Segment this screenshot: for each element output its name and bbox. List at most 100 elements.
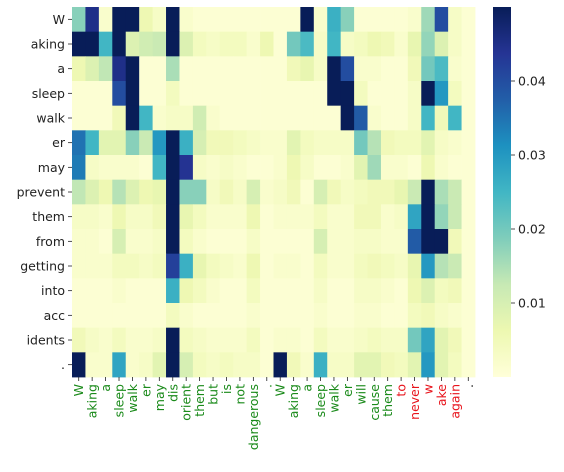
heatmap-cell [166, 56, 180, 82]
heatmap-cell [125, 31, 140, 57]
heatmap-cell [85, 204, 100, 230]
heatmap-cell [434, 105, 449, 131]
heatmap-cell [152, 31, 167, 57]
heatmap-cell [166, 303, 180, 329]
heatmap-cell [367, 179, 382, 205]
heatmap-cell [125, 229, 140, 255]
heatmap-cell [85, 81, 100, 107]
x-tick-label: er [340, 383, 355, 397]
heatmap-cell [260, 31, 274, 57]
y-tick-label: from [36, 234, 65, 249]
heatmap-cell [286, 253, 301, 279]
heatmap-cell [394, 327, 409, 353]
heatmap-cell [327, 7, 342, 33]
heatmap-cell [166, 179, 180, 205]
heatmap-cell [246, 204, 261, 230]
heatmap-cell [434, 278, 449, 304]
heatmap-cell [233, 204, 248, 230]
heatmap-cell [219, 253, 234, 279]
y-tick-label: prevent [17, 185, 65, 200]
heatmap-cell [286, 179, 301, 205]
x-tick-label: orient [179, 384, 194, 421]
heatmap-cell [340, 130, 355, 156]
heatmap-cell [421, 7, 436, 33]
heatmap-cell [340, 303, 355, 329]
heatmap-cell [166, 352, 180, 378]
heatmap-cell [98, 105, 113, 131]
heatmap-cell [179, 130, 194, 156]
heatmap-cell [407, 352, 422, 378]
heatmap-cell [246, 327, 261, 353]
heatmap-cell [219, 179, 234, 205]
heatmap-cells [72, 7, 476, 378]
heatmap-cell [421, 229, 436, 255]
heatmap-cell [434, 31, 449, 57]
heatmap-cell [340, 81, 355, 107]
heatmap-cell [72, 105, 86, 131]
heatmap-cell [340, 229, 355, 255]
heatmap-cell [394, 81, 409, 107]
heatmap-cell [166, 130, 180, 156]
heatmap-cell [233, 155, 248, 181]
heatmap-cell [72, 179, 86, 205]
heatmap-cell [112, 179, 127, 205]
heatmap-cell [380, 253, 395, 279]
heatmap-cell [233, 7, 248, 33]
heatmap-cell [139, 81, 153, 107]
y-tick-label: er [52, 135, 66, 150]
heatmap-cell [152, 155, 167, 181]
heatmap-cell [125, 56, 140, 82]
heatmap-cell [354, 179, 368, 205]
heatmap-cell [434, 130, 449, 156]
heatmap-cell [112, 253, 127, 279]
heatmap-cell [394, 31, 409, 57]
heatmap-cell [300, 31, 315, 57]
heatmap-cell [206, 7, 221, 33]
heatmap-cell [286, 327, 301, 353]
heatmap-cell [72, 253, 86, 279]
heatmap-cell [327, 204, 342, 230]
heatmap-cell [152, 352, 167, 378]
heatmap-cell [206, 253, 221, 279]
heatmap-cell [421, 327, 436, 353]
heatmap-cell [219, 155, 234, 181]
x-tick-label: dis [165, 384, 180, 402]
heatmap-cell [246, 229, 261, 255]
heatmap-cell [219, 31, 234, 57]
heatmap-cell [394, 130, 409, 156]
heatmap-cell [448, 253, 462, 279]
heatmap-cell [407, 81, 422, 107]
heatmap-cell [407, 229, 422, 255]
heatmap-cell [112, 155, 127, 181]
heatmap-cell [327, 327, 342, 353]
heatmap-cell [166, 278, 180, 304]
heatmap-cell [421, 303, 436, 329]
heatmap-cell [273, 179, 288, 205]
heatmap-cell [246, 31, 261, 57]
heatmap-cell [192, 31, 207, 57]
heatmap-cell [461, 56, 476, 82]
y-tick-label: acc [44, 308, 66, 323]
heatmap-cell [421, 130, 436, 156]
heatmap-cell [448, 352, 462, 378]
heatmap-cell [354, 352, 368, 378]
heatmap-cell [407, 31, 422, 57]
heatmap-cell [179, 105, 194, 131]
heatmap-cell [85, 31, 100, 57]
heatmap-cell [219, 327, 234, 353]
heatmap-cell [260, 81, 274, 107]
heatmap-cell [125, 327, 140, 353]
heatmap-cell [407, 105, 422, 131]
heatmap-cell [206, 303, 221, 329]
x-tick-label: cause [367, 384, 382, 421]
heatmap-cell [367, 204, 382, 230]
heatmap-cell [72, 278, 86, 304]
heatmap-cell [354, 81, 368, 107]
colorbar-gradient [493, 7, 511, 377]
heatmap-cell [448, 105, 462, 131]
heatmap-cell [246, 7, 261, 33]
heatmap-cell [380, 155, 395, 181]
heatmap-cell [448, 278, 462, 304]
colorbar-tick-label: 0.02 [518, 222, 546, 237]
heatmap-cell [394, 278, 409, 304]
